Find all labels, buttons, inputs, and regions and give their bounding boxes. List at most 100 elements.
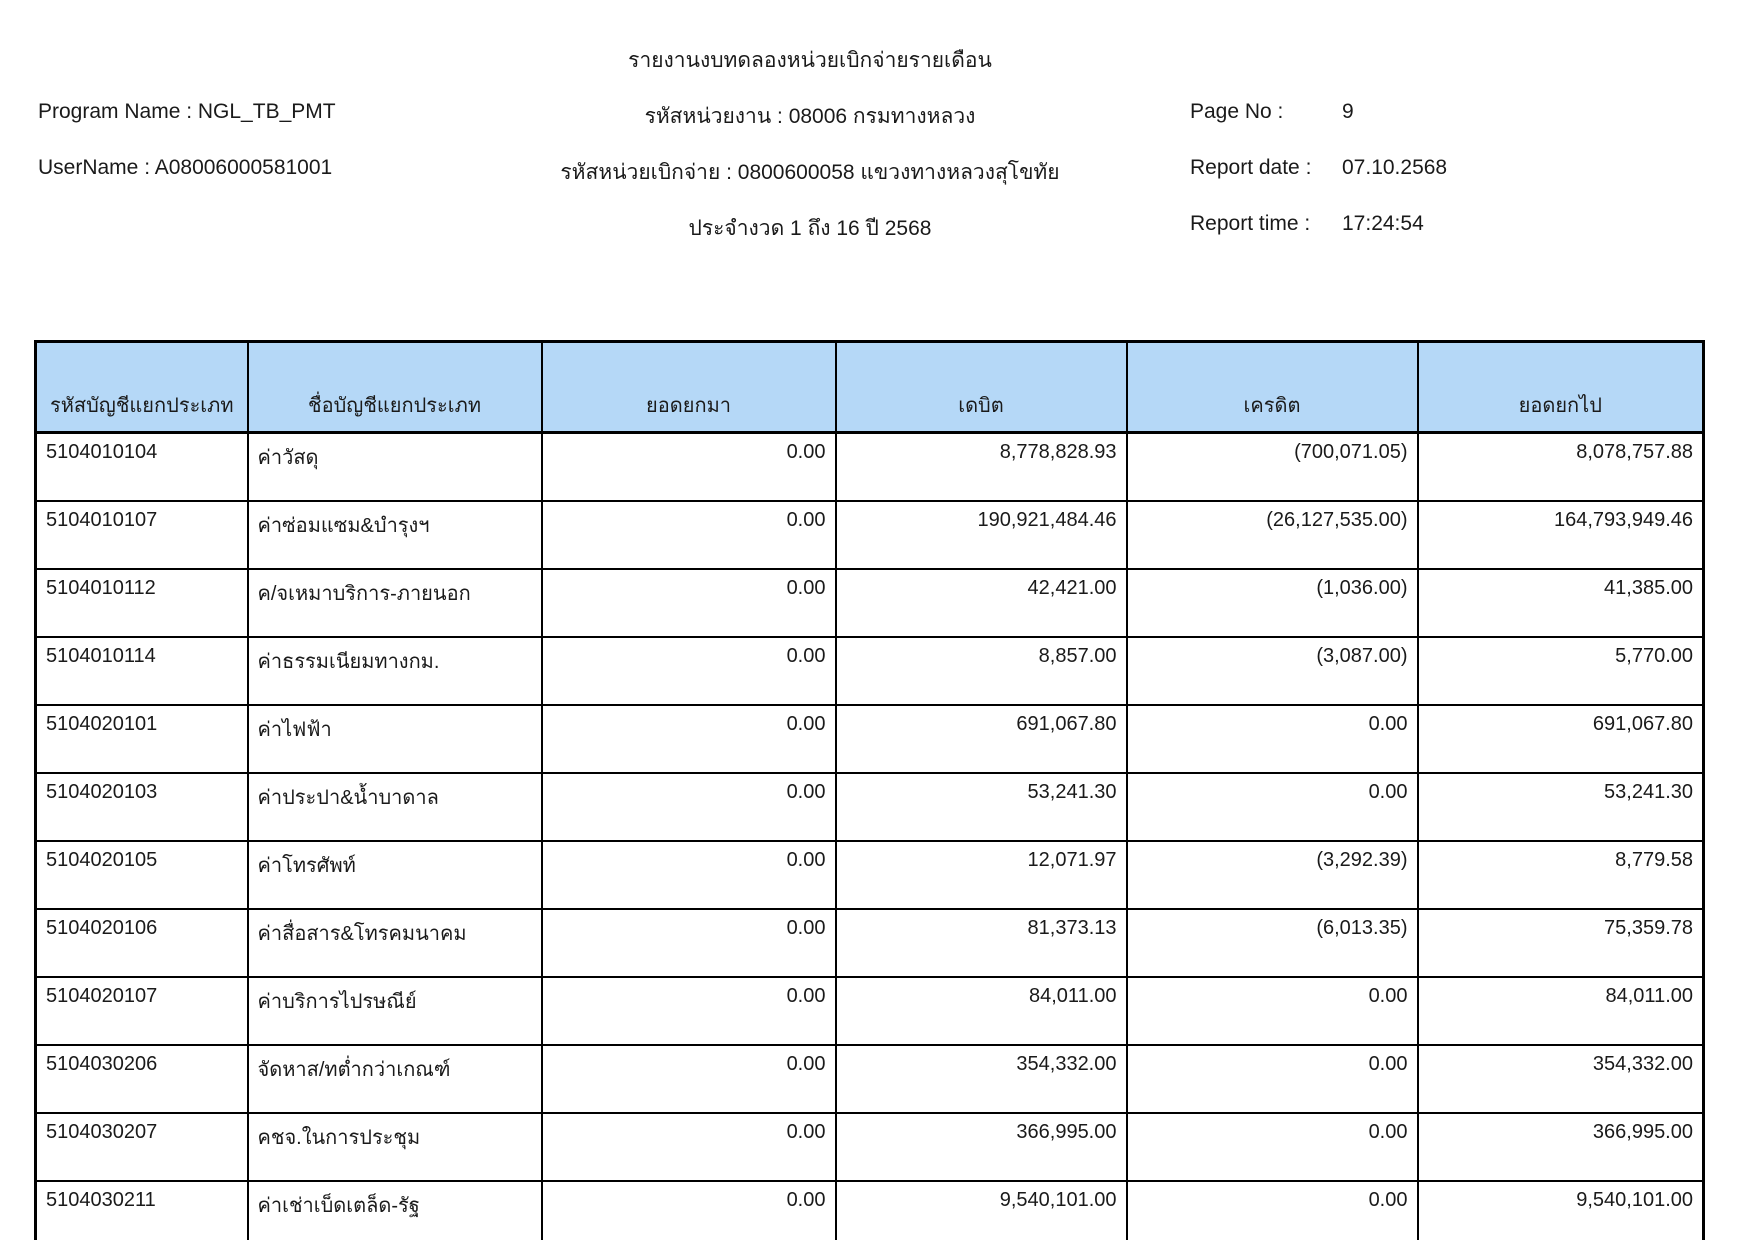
credit-cell: (3,087.00) (1125, 636, 1419, 706)
brought-forward-cell: 0.00 (540, 1112, 837, 1182)
table-header-row: รหัสบัญชีแยกประเภท ชื่อบัญชีแยกประเภท ยอ… (34, 340, 1705, 434)
table-row: 5104010104 ค่าวัสดุ 0.00 8,778,828.93 (700,0… (34, 431, 1705, 502)
table-row: 5104030206 จัดหาส/ทต่ำกว่าเกณฑ์ 0.00 354,33… (34, 1044, 1705, 1114)
account-code-cell: 5104010104 (34, 431, 249, 502)
debit-cell: 354,332.00 (834, 1044, 1128, 1114)
disbursement-unit-code: รหัสหน่วยเบิกจ่าย : 0800600058 แขวงทางหล… (560, 161, 1060, 184)
credit-cell: 0.00 (1125, 772, 1419, 842)
credit-cell: (26,127,535.00) (1125, 500, 1419, 570)
col-header-account-code: รหัสบัญชีแยกประเภท (34, 340, 249, 434)
col-header-debit: เดบิต (834, 340, 1128, 434)
account-name-cell: ค่าวัสดุ (246, 431, 543, 502)
credit-cell: 0.00 (1125, 1180, 1419, 1240)
program-name: Program Name : NGL_TB_PMT (38, 100, 336, 123)
account-code-cell: 5104020105 (34, 840, 249, 910)
debit-cell: 8,778,828.93 (834, 431, 1128, 502)
carried-forward-cell: 8,779.58 (1416, 840, 1705, 910)
account-code-cell: 5104020103 (34, 772, 249, 842)
carried-forward-cell: 366,995.00 (1416, 1112, 1705, 1182)
carried-forward-cell: 164,793,949.46 (1416, 500, 1705, 570)
user-name: UserName : A08006000581001 (38, 156, 333, 179)
debit-cell: 42,421.00 (834, 568, 1128, 638)
credit-cell: (1,036.00) (1125, 568, 1419, 638)
report-date-value: 07.10.2568 (1342, 156, 1448, 179)
brought-forward-cell: 0.00 (540, 772, 837, 842)
brought-forward-cell: 0.00 (540, 636, 837, 706)
account-name-cell: ค่าเช่าเบ็ดเตล็ด-รัฐ (246, 1180, 543, 1240)
account-code-cell: 5104030211 (34, 1180, 249, 1240)
carried-forward-cell: 691,067.80 (1416, 704, 1705, 774)
account-name-cell: ค่าธรรมเนียมทางกม. (246, 636, 543, 706)
account-code-cell: 5104020107 (34, 976, 249, 1046)
brought-forward-cell: 0.00 (540, 908, 837, 978)
debit-cell: 691,067.80 (834, 704, 1128, 774)
credit-cell: (6,013.35) (1125, 908, 1419, 978)
period: ประจำงวด 1 ถึง 16 ปี 2568 (688, 217, 932, 240)
carried-forward-cell: 9,540,101.00 (1416, 1180, 1705, 1240)
col-header-brought-forward: ยอดยกมา (540, 340, 837, 434)
table-row: 5104030207 คชจ.ในการประชุม 0.00 366,995.00 0… (34, 1112, 1705, 1182)
page-no-value: 9 (1342, 100, 1354, 123)
credit-cell: (3,292.39) (1125, 840, 1419, 910)
brought-forward-cell: 0.00 (540, 840, 837, 910)
account-name-cell: ค่าสื่อสาร&โทรคมนาคม (246, 908, 543, 978)
debit-cell: 366,995.00 (834, 1112, 1128, 1182)
account-name-cell: ค่าโทรศัพท์ (246, 840, 543, 910)
account-code-cell: 5104010107 (34, 500, 249, 570)
table-row: 5104020105 ค่าโทรศัพท์ 0.00 12,071.97 (3,292… (34, 840, 1705, 910)
account-name-cell: ค/จเหมาบริการ-ภายนอก (246, 568, 543, 638)
trial-balance-table: รหัสบัญชีแยกประเภท ชื่อบัญชีแยกประเภท ยอ… (34, 340, 1705, 1240)
table-body: 5104010104 ค่าวัสดุ 0.00 8,778,828.93 (700,0… (34, 431, 1705, 1240)
table-row: 5104030211 ค่าเช่าเบ็ดเตล็ด-รัฐ 0.00 9,540,… (34, 1180, 1705, 1240)
credit-cell: 0.00 (1125, 704, 1419, 774)
account-code-cell: 5104030206 (34, 1044, 249, 1114)
report-title: รายงานงบทดลองหน่วยเบิกจ่ายรายเดือน (628, 49, 992, 72)
brought-forward-cell: 0.00 (540, 1044, 837, 1114)
report-time-label: Report time : (1190, 212, 1311, 235)
carried-forward-cell: 41,385.00 (1416, 568, 1705, 638)
carried-forward-cell: 75,359.78 (1416, 908, 1705, 978)
report-time-value: 17:24:54 (1342, 212, 1424, 235)
credit-cell: 0.00 (1125, 1044, 1419, 1114)
debit-cell: 190,921,484.46 (834, 500, 1128, 570)
account-code-cell: 5104010114 (34, 636, 249, 706)
account-name-cell: ค่าซ่อมแซม&บำรุงฯ (246, 500, 543, 570)
credit-cell: 0.00 (1125, 1112, 1419, 1182)
account-code-cell: 5104020106 (34, 908, 249, 978)
credit-cell: (700,071.05) (1125, 431, 1419, 502)
debit-cell: 84,011.00 (834, 976, 1128, 1046)
debit-cell: 53,241.30 (834, 772, 1128, 842)
page-no-label: Page No : (1190, 100, 1284, 123)
debit-cell: 8,857.00 (834, 636, 1128, 706)
col-header-carried-forward: ยอดยกไป (1416, 340, 1705, 434)
account-code-cell: 5104010112 (34, 568, 249, 638)
table-row: 5104010107 ค่าซ่อมแซม&บำรุงฯ 0.00 190,921,4… (34, 500, 1705, 570)
account-name-cell: ค่าบริการไปรษณีย์ (246, 976, 543, 1046)
carried-forward-cell: 8,078,757.88 (1416, 431, 1705, 502)
credit-cell: 0.00 (1125, 976, 1419, 1046)
account-code-cell: 5104030207 (34, 1112, 249, 1182)
debit-cell: 81,373.13 (834, 908, 1128, 978)
brought-forward-cell: 0.00 (540, 431, 837, 502)
table-row: 5104010112 ค/จเหมาบริการ-ภายนอก 0.00 42,421… (34, 568, 1705, 638)
col-header-credit: เครดิต (1125, 340, 1419, 434)
report-date-label: Report date : (1190, 156, 1312, 179)
carried-forward-cell: 84,011.00 (1416, 976, 1705, 1046)
brought-forward-cell: 0.00 (540, 704, 837, 774)
table-row: 5104020101 ค่าไฟฟ้า 0.00 691,067.80 0.00 691,… (34, 704, 1705, 774)
table-row: 5104020103 ค่าประปา&น้ำบาดาล 0.00 53,241.30… (34, 772, 1705, 842)
brought-forward-cell: 0.00 (540, 568, 837, 638)
table-row: 5104020107 ค่าบริการไปรษณีย์ 0.00 84,011.00… (34, 976, 1705, 1046)
debit-cell: 12,071.97 (834, 840, 1128, 910)
col-header-account-name: ชื่อบัญชีแยกประเภท (246, 340, 543, 434)
brought-forward-cell: 0.00 (540, 500, 837, 570)
brought-forward-cell: 0.00 (540, 1180, 837, 1240)
carried-forward-cell: 354,332.00 (1416, 1044, 1705, 1114)
agency-code: รหัสหน่วยงาน : 08006 กรมทางหลวง (644, 105, 976, 128)
account-name-cell: คชจ.ในการประชุม (246, 1112, 543, 1182)
carried-forward-cell: 5,770.00 (1416, 636, 1705, 706)
carried-forward-cell: 53,241.30 (1416, 772, 1705, 842)
table-row: 5104010114 ค่าธรรมเนียมทางกม. 0.00 8,857.00… (34, 636, 1705, 706)
table-row: 5104020106 ค่าสื่อสาร&โทรคมนาคม 0.00 81,373… (34, 908, 1705, 978)
